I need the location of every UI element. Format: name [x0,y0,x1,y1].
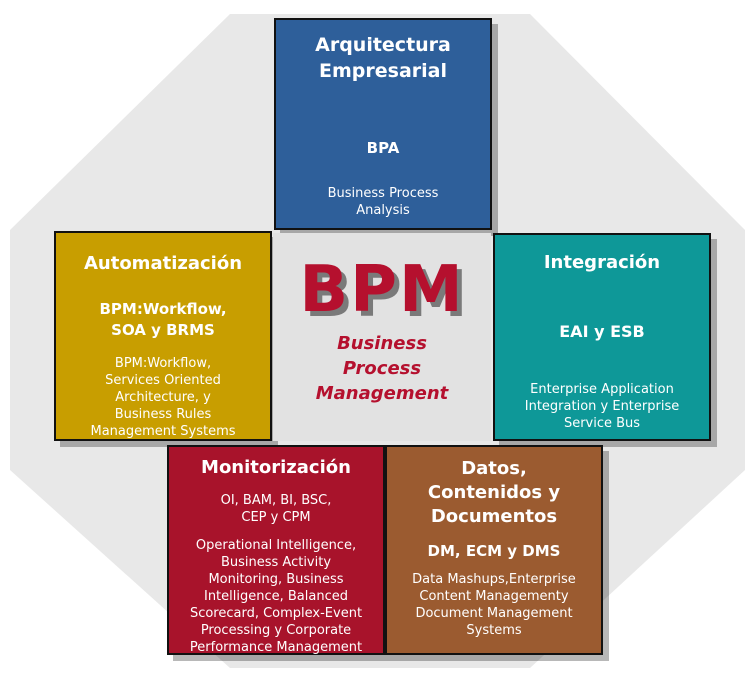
description-line: BPM:Workflow, [114,356,212,371]
automatizacion-title: Automatización [83,253,243,274]
description-line: Systems [466,623,522,638]
description-line: Business Rules [114,407,212,422]
subtitle-line: OI, BAM, BI, BSC, [220,493,332,508]
subtitle-line: BPM:Workflow, [99,300,227,318]
integracion-title: Integración [543,252,661,273]
description-line: Services Oriented [105,373,221,388]
description-line: Analysis [356,203,410,218]
monitorizacion-title: Monitorización [201,457,351,478]
description-line: Monitoring, Business [208,572,344,587]
datos-title-line: Documentos [430,506,558,527]
automatizacion-box: Automatización BPM:Workflow, SOA y BRMS … [54,231,272,441]
datos-title: Datos, Contenidos y Documentos [387,457,601,529]
description-line: Intelligence, Balanced [203,589,348,604]
arquitectura-title-line: Empresarial [319,60,447,82]
arquitectura-title-line: Arquitectura [315,34,451,56]
monitorizacion-description: Operational Intelligence, Business Activ… [169,537,383,656]
monitorizacion-subtitle: OI, BAM, BI, BSC, CEP y CPM [169,492,383,526]
description-line: Integration y Enterprise [524,399,680,414]
bpm-subtitle-line: Management [315,383,449,404]
arquitectura-subtitle: BPA [366,139,400,157]
description-line: Scorecard, Complex-Event [189,606,363,621]
description-line: Architecture, y [115,390,211,405]
arquitectura-description: Business Process Analysis [276,185,490,219]
datos-title-line: Contenidos y [427,482,561,503]
description-line: Processing y Corporate [200,623,352,638]
datos-description: Data Mashups,Enterprise Content Manageme… [387,571,601,639]
description-line: Document Management [415,606,573,621]
integracion-description: Enterprise Application Integration y Ent… [495,381,709,432]
bpm-title: BPM [299,253,465,327]
description-line: Enterprise Application [530,382,674,397]
description-line: Content Managementy [419,589,569,604]
datos-title-line: Datos, [461,458,527,479]
integracion-subtitle: EAI y ESB [559,322,645,341]
datos-box: Datos, Contenidos y Documentos DM, ECM y… [385,445,603,655]
integracion-box: Integración EAI y ESB Enterprise Applica… [493,233,711,441]
subtitle-line: CEP y CPM [241,510,311,525]
bpm-center-box: BPM Business Process Management [273,233,491,441]
description-line: Data Mashups,Enterprise [412,572,576,587]
description-line: Operational Intelligence, [195,538,357,553]
arquitectura-title: Arquitectura Empresarial [276,32,490,84]
automatizacion-subtitle: BPM:Workflow, SOA y BRMS [56,299,270,341]
description-line: Management Systems [90,424,236,439]
description-line: Service Bus [563,416,641,431]
bpm-subtitle: Business Process Management [273,331,491,406]
subtitle-line: SOA y BRMS [111,321,215,339]
monitorizacion-box: Monitorización OI, BAM, BI, BSC, CEP y C… [167,445,385,655]
automatizacion-description: BPM:Workflow, Services Oriented Architec… [56,355,270,440]
description-line: Business Activity [220,555,332,570]
description-line: Performance Management [189,640,363,655]
datos-subtitle: DM, ECM y DMS [427,542,561,560]
bpm-subtitle-line: Business [337,333,427,354]
bpm-subtitle-line: Process [342,358,422,379]
description-line: Business Process [327,186,439,201]
arquitectura-empresarial-box: Arquitectura Empresarial BPA Business Pr… [274,18,492,230]
